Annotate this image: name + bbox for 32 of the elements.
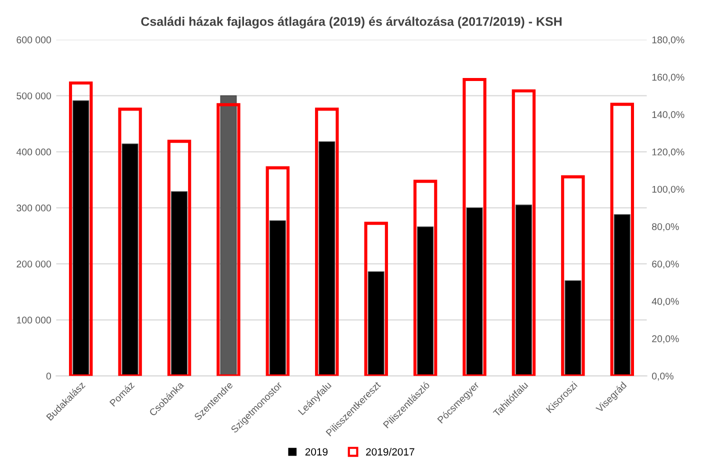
- bar: [516, 204, 532, 376]
- y2-tick-label: 60,0%: [652, 260, 679, 269]
- legend-label: 2019/2017: [366, 448, 414, 456]
- y-tick-label: 400 000: [16, 148, 51, 156]
- bar: [564, 280, 582, 376]
- chart-title: Családi házak fajlagos átlagára (2019) és árváltozása (2017/2019) - KSH: [141, 16, 562, 28]
- y-tick-label: 200 000: [16, 260, 51, 268]
- y2-tick-label: 160,0%: [652, 74, 684, 82]
- y2-tick-label: 20,0%: [652, 335, 679, 344]
- y2-tick-label: 40,0%: [652, 298, 679, 306]
- bar: [72, 100, 90, 376]
- y-tick-label: 100 000: [16, 316, 51, 324]
- legend-label: 2019: [305, 448, 328, 456]
- y-tick-label: 500 000: [16, 92, 51, 100]
- bar: [269, 220, 286, 376]
- bar: [171, 191, 188, 376]
- bar: [614, 214, 630, 376]
- bar: [417, 226, 434, 376]
- bar: [122, 144, 138, 376]
- y2-tick-label: 180,0%: [652, 36, 684, 44]
- y-tick-label: 300 000: [16, 204, 51, 212]
- y-tick-label: 0: [46, 372, 51, 380]
- y2-tick-label: 140,0%: [652, 111, 684, 120]
- y2-tick-label: 100,0%: [652, 186, 684, 194]
- y2-tick-label: 80,0%: [652, 223, 679, 232]
- bar: [466, 207, 483, 376]
- y-tick-label: 600 000: [16, 36, 51, 44]
- bar: [220, 95, 237, 376]
- bar: [368, 271, 384, 376]
- y2-tick-label: 0,0%: [652, 372, 674, 381]
- y2-tick-label: 120,0%: [652, 148, 684, 157]
- bar: [318, 141, 336, 376]
